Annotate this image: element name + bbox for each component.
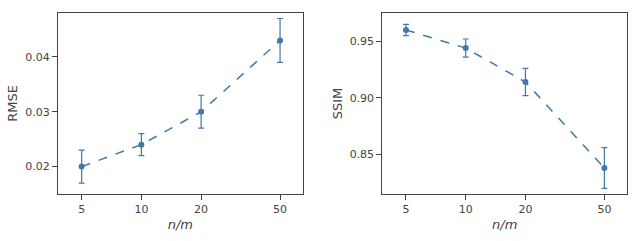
svg-text:SSIM: SSIM (330, 88, 345, 120)
svg-text:5: 5 (78, 203, 85, 216)
svg-text:0.85: 0.85 (350, 148, 375, 161)
svg-text:0.03: 0.03 (25, 106, 50, 119)
svg-text:50: 50 (273, 203, 287, 216)
svg-text:50: 50 (597, 203, 611, 216)
svg-text:n/m: n/m (168, 217, 193, 232)
svg-text:10: 10 (459, 203, 473, 216)
svg-text:n/m: n/m (492, 217, 517, 232)
svg-text:10: 10 (134, 203, 148, 216)
svg-text:20: 20 (518, 203, 532, 216)
svg-text:0.04: 0.04 (25, 51, 50, 64)
svg-text:0.90: 0.90 (350, 92, 375, 105)
svg-text:RMSE: RMSE (5, 85, 20, 122)
svg-text:5: 5 (402, 203, 409, 216)
svg-text:0.02: 0.02 (25, 160, 50, 173)
svg-text:0.95: 0.95 (350, 35, 375, 48)
svg-text:20: 20 (194, 203, 208, 216)
